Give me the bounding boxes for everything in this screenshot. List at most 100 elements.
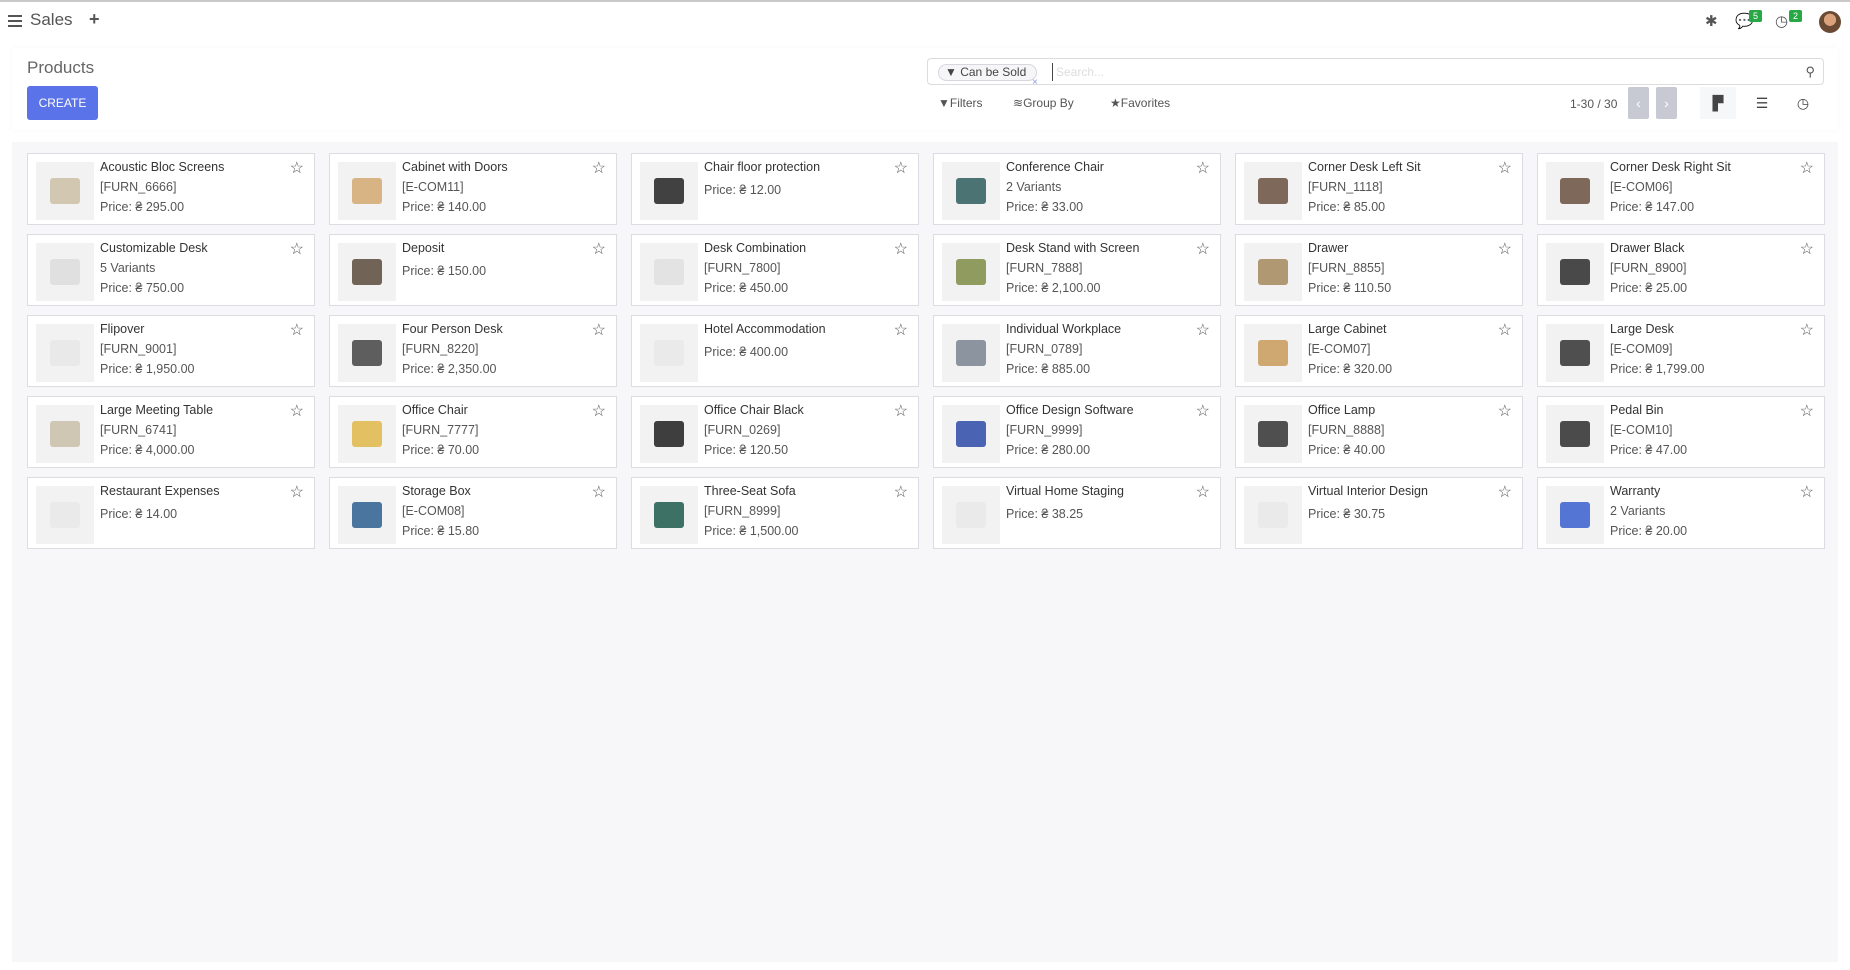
- product-card[interactable]: Desk Combination [FURN_7800] Price: ₴ 45…: [631, 234, 919, 306]
- favorite-star-icon[interactable]: ☆: [1195, 241, 1210, 258]
- facet-remove-button[interactable]: ×: [1032, 77, 1038, 88]
- product-reference: 5 Variants: [100, 261, 156, 275]
- product-card[interactable]: Large Cabinet [E-COM07] Price: ₴ 320.00 …: [1235, 315, 1523, 387]
- product-card[interactable]: Drawer Black [FURN_8900] Price: ₴ 25.00 …: [1537, 234, 1825, 306]
- favorite-star-icon[interactable]: ☆: [289, 403, 304, 420]
- product-price: Price: ₴ 2,100.00: [1006, 281, 1101, 295]
- product-card[interactable]: Chair floor protection Price: ₴ 12.00 ☆: [631, 153, 919, 225]
- clock-icon: ◷: [1796, 94, 1810, 111]
- activities-clock-icon[interactable]: ◷: [1775, 13, 1789, 30]
- product-image: [36, 324, 94, 382]
- favorite-star-icon[interactable]: ☆: [1497, 160, 1512, 177]
- product-price: Price: ₴ 47.00: [1610, 443, 1688, 457]
- favorite-star-icon[interactable]: ☆: [1497, 403, 1512, 420]
- kanban-view: [12, 142, 1838, 962]
- favorites-button[interactable]: ★Favorites: [1110, 96, 1170, 110]
- group-by-button[interactable]: ≋Group By: [1013, 96, 1074, 110]
- product-name: Customizable Desk: [100, 241, 208, 255]
- favorite-star-icon[interactable]: ☆: [1497, 322, 1512, 339]
- product-card[interactable]: Conference Chair 2 Variants Price: ₴ 33.…: [933, 153, 1221, 225]
- product-card[interactable]: Hotel Accommodation Price: ₴ 400.00 ☆: [631, 315, 919, 387]
- favorite-star-icon[interactable]: ☆: [1497, 484, 1512, 501]
- favorite-star-icon[interactable]: ☆: [1799, 160, 1814, 177]
- pager-previous-button[interactable]: ‹: [1628, 87, 1649, 119]
- product-card[interactable]: Acoustic Bloc Screens [FURN_6666] Price:…: [27, 153, 315, 225]
- activity-view-button[interactable]: ◷: [1785, 87, 1821, 119]
- favorite-star-icon[interactable]: ☆: [289, 322, 304, 339]
- product-card[interactable]: Office Chair Black [FURN_0269] Price: ₴ …: [631, 396, 919, 468]
- product-card[interactable]: Deposit Price: ₴ 150.00 ☆: [329, 234, 617, 306]
- favorite-star-icon[interactable]: ☆: [591, 403, 606, 420]
- filter-facet[interactable]: ▼ Can be Sold: [938, 64, 1038, 81]
- list-view-button[interactable]: ☰: [1744, 87, 1780, 119]
- product-card[interactable]: Corner Desk Left Sit [FURN_1118] Price: …: [1235, 153, 1523, 225]
- favorite-star-icon[interactable]: ☆: [893, 403, 908, 420]
- product-reference: [E-COM11]: [402, 180, 464, 194]
- product-card[interactable]: Restaurant Expenses Price: ₴ 14.00 ☆: [27, 477, 315, 549]
- product-price: Price: ₴ 885.00: [1006, 362, 1091, 376]
- create-button[interactable]: CREATE: [27, 86, 98, 120]
- favorite-star-icon[interactable]: ☆: [591, 484, 606, 501]
- page-title: Products: [27, 58, 95, 77]
- product-price: Price: ₴ 750.00: [100, 281, 185, 295]
- product-reference: [FURN_9001]: [100, 342, 177, 356]
- favorite-star-icon[interactable]: ☆: [893, 484, 908, 501]
- product-name: Conference Chair: [1006, 160, 1104, 174]
- user-avatar[interactable]: [1819, 11, 1841, 33]
- favorite-star-icon[interactable]: ☆: [1195, 403, 1210, 420]
- product-price: Price: ₴ 14.00: [100, 507, 178, 521]
- favorite-star-icon[interactable]: ☆: [1799, 241, 1814, 258]
- favorite-star-icon[interactable]: ☆: [1799, 322, 1814, 339]
- product-card[interactable]: Customizable Desk 5 Variants Price: ₴ 75…: [27, 234, 315, 306]
- app-title[interactable]: Sales: [30, 10, 73, 29]
- top-border: [0, 0, 1850, 2]
- favorite-star-icon[interactable]: ☆: [1195, 484, 1210, 501]
- favorite-star-icon[interactable]: ☆: [289, 241, 304, 258]
- product-card[interactable]: Pedal Bin [E-COM10] Price: ₴ 47.00 ☆: [1537, 396, 1825, 468]
- product-card[interactable]: Office Design Software [FURN_9999] Price…: [933, 396, 1221, 468]
- product-card[interactable]: Virtual Home Staging Price: ₴ 38.25 ☆: [933, 477, 1221, 549]
- favorite-star-icon[interactable]: ☆: [893, 160, 908, 177]
- product-card[interactable]: Corner Desk Right Sit [E-COM06] Price: ₴…: [1537, 153, 1825, 225]
- search-input[interactable]: [1052, 63, 1752, 81]
- product-card[interactable]: Desk Stand with Screen [FURN_7888] Price…: [933, 234, 1221, 306]
- kanban-view-button[interactable]: ▛: [1700, 87, 1736, 119]
- product-card[interactable]: Large Meeting Table [FURN_6741] Price: ₴…: [27, 396, 315, 468]
- product-reference: [FURN_8999]: [704, 504, 781, 518]
- favorite-star-icon[interactable]: ☆: [893, 241, 908, 258]
- favorite-star-icon[interactable]: ☆: [1799, 484, 1814, 501]
- pager-value[interactable]: 1-30 / 30: [1570, 97, 1618, 111]
- pager-next-button[interactable]: ›: [1656, 87, 1677, 119]
- favorite-star-icon[interactable]: ☆: [1195, 160, 1210, 177]
- favorite-star-icon[interactable]: ☆: [1497, 241, 1512, 258]
- product-card[interactable]: Storage Box [E-COM08] Price: ₴ 15.80 ☆: [329, 477, 617, 549]
- favorite-star-icon[interactable]: ☆: [591, 241, 606, 258]
- product-card[interactable]: Cabinet with Doors [E-COM11] Price: ₴ 14…: [329, 153, 617, 225]
- search-bar[interactable]: ▼ Can be Sold × ⚲: [927, 58, 1824, 88]
- favorite-star-icon[interactable]: ☆: [1799, 403, 1814, 420]
- filters-button[interactable]: ▼Filters: [938, 96, 983, 110]
- favorite-star-icon[interactable]: ☆: [289, 484, 304, 501]
- product-card[interactable]: Office Chair [FURN_7777] Price: ₴ 70.00 …: [329, 396, 617, 468]
- favorite-star-icon[interactable]: ☆: [1195, 322, 1210, 339]
- product-reference: [E-COM06]: [1610, 180, 1673, 194]
- product-card[interactable]: Individual Workplace [FURN_0789] Price: …: [933, 315, 1221, 387]
- product-name: Cabinet with Doors: [402, 160, 508, 174]
- hamburger-menu-icon[interactable]: [8, 15, 22, 27]
- product-card[interactable]: Large Desk [E-COM09] Price: ₴ 1,799.00 ☆: [1537, 315, 1825, 387]
- product-card[interactable]: Drawer [FURN_8855] Price: ₴ 110.50 ☆: [1235, 234, 1523, 306]
- product-card[interactable]: Four Person Desk [FURN_8220] Price: ₴ 2,…: [329, 315, 617, 387]
- product-card[interactable]: Three-Seat Sofa [FURN_8999] Price: ₴ 1,5…: [631, 477, 919, 549]
- new-tab-button[interactable]: +: [89, 9, 100, 29]
- product-card[interactable]: Office Lamp [FURN_8888] Price: ₴ 40.00 ☆: [1235, 396, 1523, 468]
- product-name: Flipover: [100, 322, 145, 336]
- favorite-star-icon[interactable]: ☆: [893, 322, 908, 339]
- favorite-star-icon[interactable]: ☆: [289, 160, 304, 177]
- product-card[interactable]: Warranty 2 Variants Price: ₴ 20.00 ☆: [1537, 477, 1825, 549]
- favorite-star-icon[interactable]: ☆: [591, 322, 606, 339]
- favorite-star-icon[interactable]: ☆: [591, 160, 606, 177]
- product-card[interactable]: Virtual Interior Design Price: ₴ 30.75 ☆: [1235, 477, 1523, 549]
- product-card[interactable]: Flipover [FURN_9001] Price: ₴ 1,950.00 ☆: [27, 315, 315, 387]
- bug-icon[interactable]: ✱: [1705, 13, 1718, 30]
- search-icon[interactable]: ⚲: [1805, 64, 1815, 79]
